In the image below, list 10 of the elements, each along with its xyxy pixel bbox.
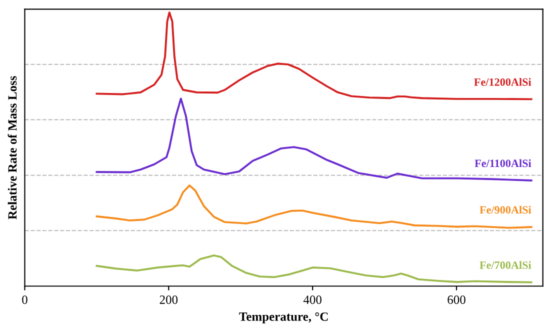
- series-label: Fe/1100AlSi: [474, 159, 532, 168]
- y-axis-title: Relative Rate of Mass Loss: [8, 76, 17, 220]
- series-label: Fe/900AlSi: [480, 206, 532, 214]
- x-tick-label: 400: [303, 296, 322, 304]
- x-tick-label: 600: [448, 296, 466, 304]
- series-label: Fe/1200AlSi: [474, 78, 532, 86]
- x-tick-label: 200: [160, 296, 178, 304]
- series-label: Fe/700AlSi: [480, 261, 532, 269]
- x-axis-title: Temperature, °C: [239, 312, 328, 324]
- x-tick-label: 0: [22, 296, 28, 304]
